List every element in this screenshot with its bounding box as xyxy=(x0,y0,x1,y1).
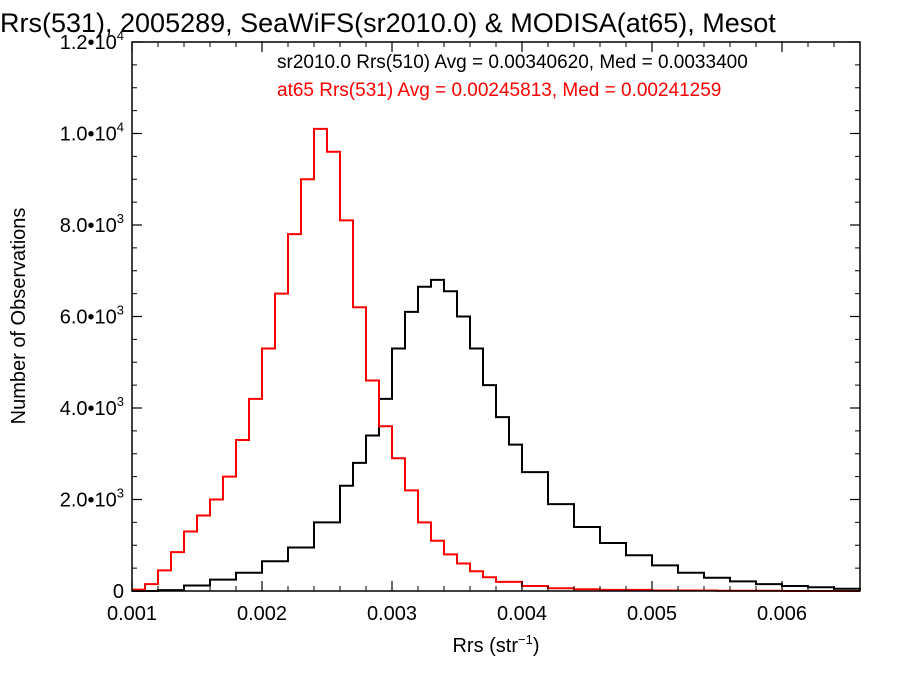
x-tick-label: 0.001 xyxy=(107,603,157,625)
y-tick-label: 1.2•104 xyxy=(60,28,124,54)
y-axis: 0 2.0•103 4.0•103 6.0•103 8.0•103 1.0•104 1.2•… xyxy=(60,28,860,603)
y-tick-label: 8.0•103 xyxy=(60,211,124,237)
x-tick-label: 0.005 xyxy=(627,603,677,625)
x-tick-label: 0.003 xyxy=(367,603,417,625)
x-axis: 0.001 0.002 0.003 0.004 0.005 0.006 xyxy=(107,42,861,625)
x-tick-label: 0.006 xyxy=(757,603,807,625)
chart-title: Rrs(531), 2005289, SeaWiFS(sr2010.0) & M… xyxy=(0,8,776,38)
y-tick-label: 1.0•104 xyxy=(60,120,124,146)
x-tick-label: 0.004 xyxy=(497,603,547,625)
y-axis-label: Number of Observations xyxy=(8,208,30,425)
legend-entry-sr2010: sr2010.0 Rrs(510) Avg = 0.00340620, Med … xyxy=(277,52,748,73)
legend-entry-at65: at65 Rrs(531) Avg = 0.00245813, Med = 0.… xyxy=(277,80,721,101)
series-line-1 xyxy=(132,127,860,592)
x-axis-label: Rrs (str−1) xyxy=(452,632,539,657)
y-tick-label: 2.0•103 xyxy=(60,486,124,512)
y-tick-label: 0 xyxy=(113,581,124,603)
series-layer xyxy=(132,127,861,592)
x-tick-label: 0.002 xyxy=(237,603,287,625)
y-tick-label: 6.0•103 xyxy=(60,303,124,329)
series-line-0 xyxy=(132,278,861,592)
y-tick-label: 4.0•103 xyxy=(60,394,124,420)
plot-frame xyxy=(131,41,861,592)
